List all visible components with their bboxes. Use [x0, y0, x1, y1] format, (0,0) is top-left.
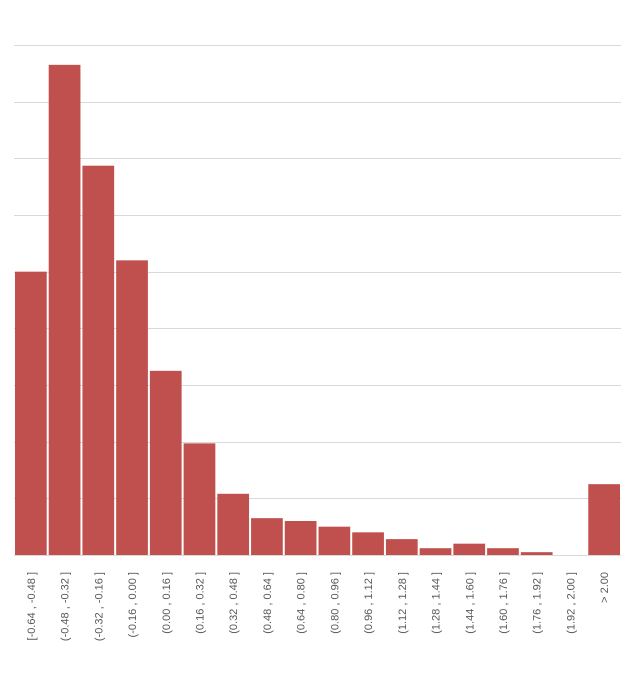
x-tick-label-13: (1.44 , 1.60 ] — [464, 572, 476, 634]
bar-0 — [15, 271, 47, 555]
x-tick-label-15: (1.76 , 1.92 ] — [532, 572, 544, 634]
x-tick-label-1: (-0.48 , -0.32 ] — [60, 572, 72, 641]
x-tick-label-7: (0.48 , 0.64 ] — [262, 572, 274, 634]
bar-2 — [82, 165, 115, 555]
bar-7 — [251, 518, 283, 555]
bar-14 — [487, 548, 519, 555]
x-tick-label-14: (1.60 , 1.76 ] — [498, 572, 510, 634]
bar-1 — [48, 64, 81, 555]
x-tick-label-9: (0.80 , 0.96 ] — [329, 572, 341, 634]
bar-15 — [520, 552, 553, 555]
x-tick-label-16: (1.92 , 2.00 ] — [565, 572, 577, 634]
x-tick-label-5: (0.16 , 0.32 ] — [194, 572, 206, 634]
bar-8 — [284, 521, 317, 555]
x-tick-label-6: (0.32 , 0.48 ] — [228, 572, 240, 634]
bars — [15, 64, 620, 555]
bar-11 — [385, 539, 418, 555]
x-tick-labels: [-0.64 , -0.48 ] (-0.48 , -0.32 ] (-0.32 ,… — [26, 572, 611, 641]
bar-4 — [149, 370, 182, 555]
x-tick-label-0: [-0.64 , -0.48 ] — [26, 572, 38, 640]
x-tick-label-2: (-0.32 , -0.16 ] — [93, 572, 105, 641]
x-tick-label-4: (0.00 , 0.16 ] — [161, 572, 173, 634]
x-tick-label-12: (1.28 , 1.44 ] — [431, 572, 443, 634]
x-tick-label-3: (-0.16 , 0.00 ] — [127, 572, 139, 637]
bar-3 — [116, 260, 148, 555]
bar-5 — [183, 443, 216, 555]
bar-13 — [453, 543, 486, 555]
bar-12 — [419, 548, 452, 555]
gridlines — [14, 45, 621, 499]
x-tick-label-11: (1.12 , 1.28 ] — [397, 572, 409, 634]
bar-10 — [352, 532, 384, 555]
bar-9 — [318, 526, 351, 555]
x-tick-label-8: (0.64 , 0.80 ] — [296, 572, 308, 634]
bar-6 — [217, 493, 250, 555]
bar-17 — [588, 484, 620, 555]
x-tick-label-17: > 2.00 — [599, 572, 611, 603]
x-tick-label-10: (0.96 , 1.12 ] — [363, 572, 375, 634]
